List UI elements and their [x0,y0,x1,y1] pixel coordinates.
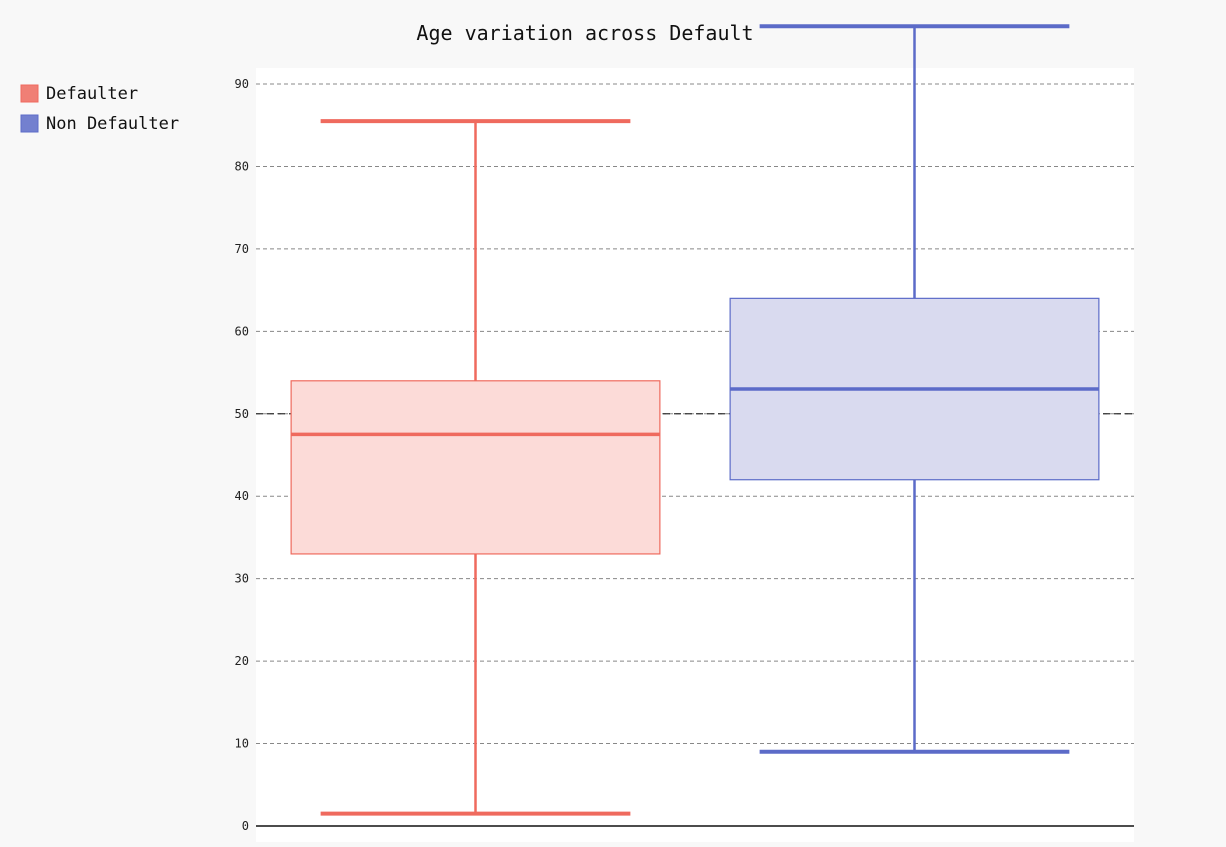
legend-label: Defaulter [46,84,138,104]
y-tick-label: 0 [242,819,249,833]
legend-swatch [20,114,39,133]
box-plots [290,24,1100,816]
y-tick-label: 40 [235,489,249,503]
legend-label: Non Defaulter [46,114,179,134]
box-non-defaulter [729,24,1100,754]
box-defaulter [290,119,661,816]
chart-title: Age variation across Default [416,21,753,45]
iqr-box [290,380,661,555]
legend-swatch [20,84,39,103]
y-axis-ticks: 0 10 20 30 40 50 60 70 80 90 [235,77,249,833]
legend: Defaulter Non Defaulter [20,84,179,134]
y-tick-label: 80 [235,159,249,173]
y-tick-label: 30 [235,572,249,586]
y-tick-label: 10 [235,737,249,751]
y-tick-label: 90 [235,77,249,91]
y-tick-label: 70 [235,242,249,256]
y-tick-label: 60 [235,324,249,338]
y-tick-label: 20 [235,654,249,668]
y-tick-label: 50 [235,407,249,421]
